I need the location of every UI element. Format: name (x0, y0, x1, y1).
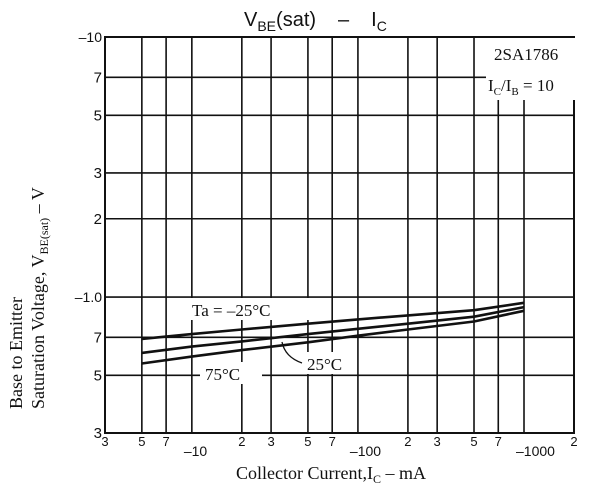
x-tick-label: 2 (404, 434, 411, 449)
curves (141, 301, 525, 365)
y-tick-label: 3 (94, 425, 102, 442)
x-tick-label: 2 (570, 434, 577, 449)
x-tick-label: 3 (101, 434, 108, 449)
x-tick-label: –1000 (516, 443, 555, 459)
x-tick-label: 7 (162, 434, 169, 449)
series-label-25c-leader (281, 341, 303, 364)
x-tick-label: 5 (470, 434, 477, 449)
y-tick-label: 7 (94, 69, 102, 86)
y-tick-label: 7 (94, 329, 102, 346)
x-tick-label: 2 (238, 434, 245, 449)
x-tick-label: 7 (329, 434, 336, 449)
x-tick-label: –10 (184, 443, 208, 459)
y-axis-label-line2: Saturation Voltage, VBE(sat) – V (28, 187, 51, 409)
series-label-neg25c: Ta = –25°C (192, 301, 270, 320)
x-axis-label: Collector Current,IC – mA (236, 463, 426, 486)
y-tick-label: 5 (94, 367, 102, 384)
x-tick-label: –100 (350, 443, 381, 459)
y-tick-label: –1.0 (75, 289, 102, 305)
series-label-75c: 75°C (205, 365, 240, 384)
tick-labels: 3 5 7 –10 2 3 5 7 –100 2 3 5 7 –1000 2 –10 7 5 3 2 –1.0 7 5 3 (75, 29, 578, 459)
info-box: 2SA1786 IC/IB = 10 (486, 38, 583, 100)
part-number: 2SA1786 (494, 45, 558, 64)
x-tick-label: 3 (267, 434, 274, 449)
x-tick-label: 5 (304, 434, 311, 449)
y-tick-label: –10 (79, 29, 103, 45)
series-label-25c: 25°C (307, 355, 342, 374)
y-axis-label-line1: Base to Emitter (6, 297, 26, 409)
condition-label: IC/IB = 10 (488, 76, 554, 98)
x-tick-label: 5 (138, 434, 145, 449)
chart-title: VBE(sat) – IC (244, 9, 387, 34)
y-tick-label: 2 (94, 211, 102, 228)
x-tick-label: 3 (434, 434, 441, 449)
series-curve-2 (141, 309, 525, 365)
series-curve-1 (141, 305, 525, 355)
series-curve-0 (141, 301, 525, 341)
x-tick-label: 7 (495, 434, 502, 449)
y-tick-label: 5 (94, 107, 102, 124)
plot-frame (104, 36, 575, 434)
y-tick-label: 3 (94, 165, 102, 182)
